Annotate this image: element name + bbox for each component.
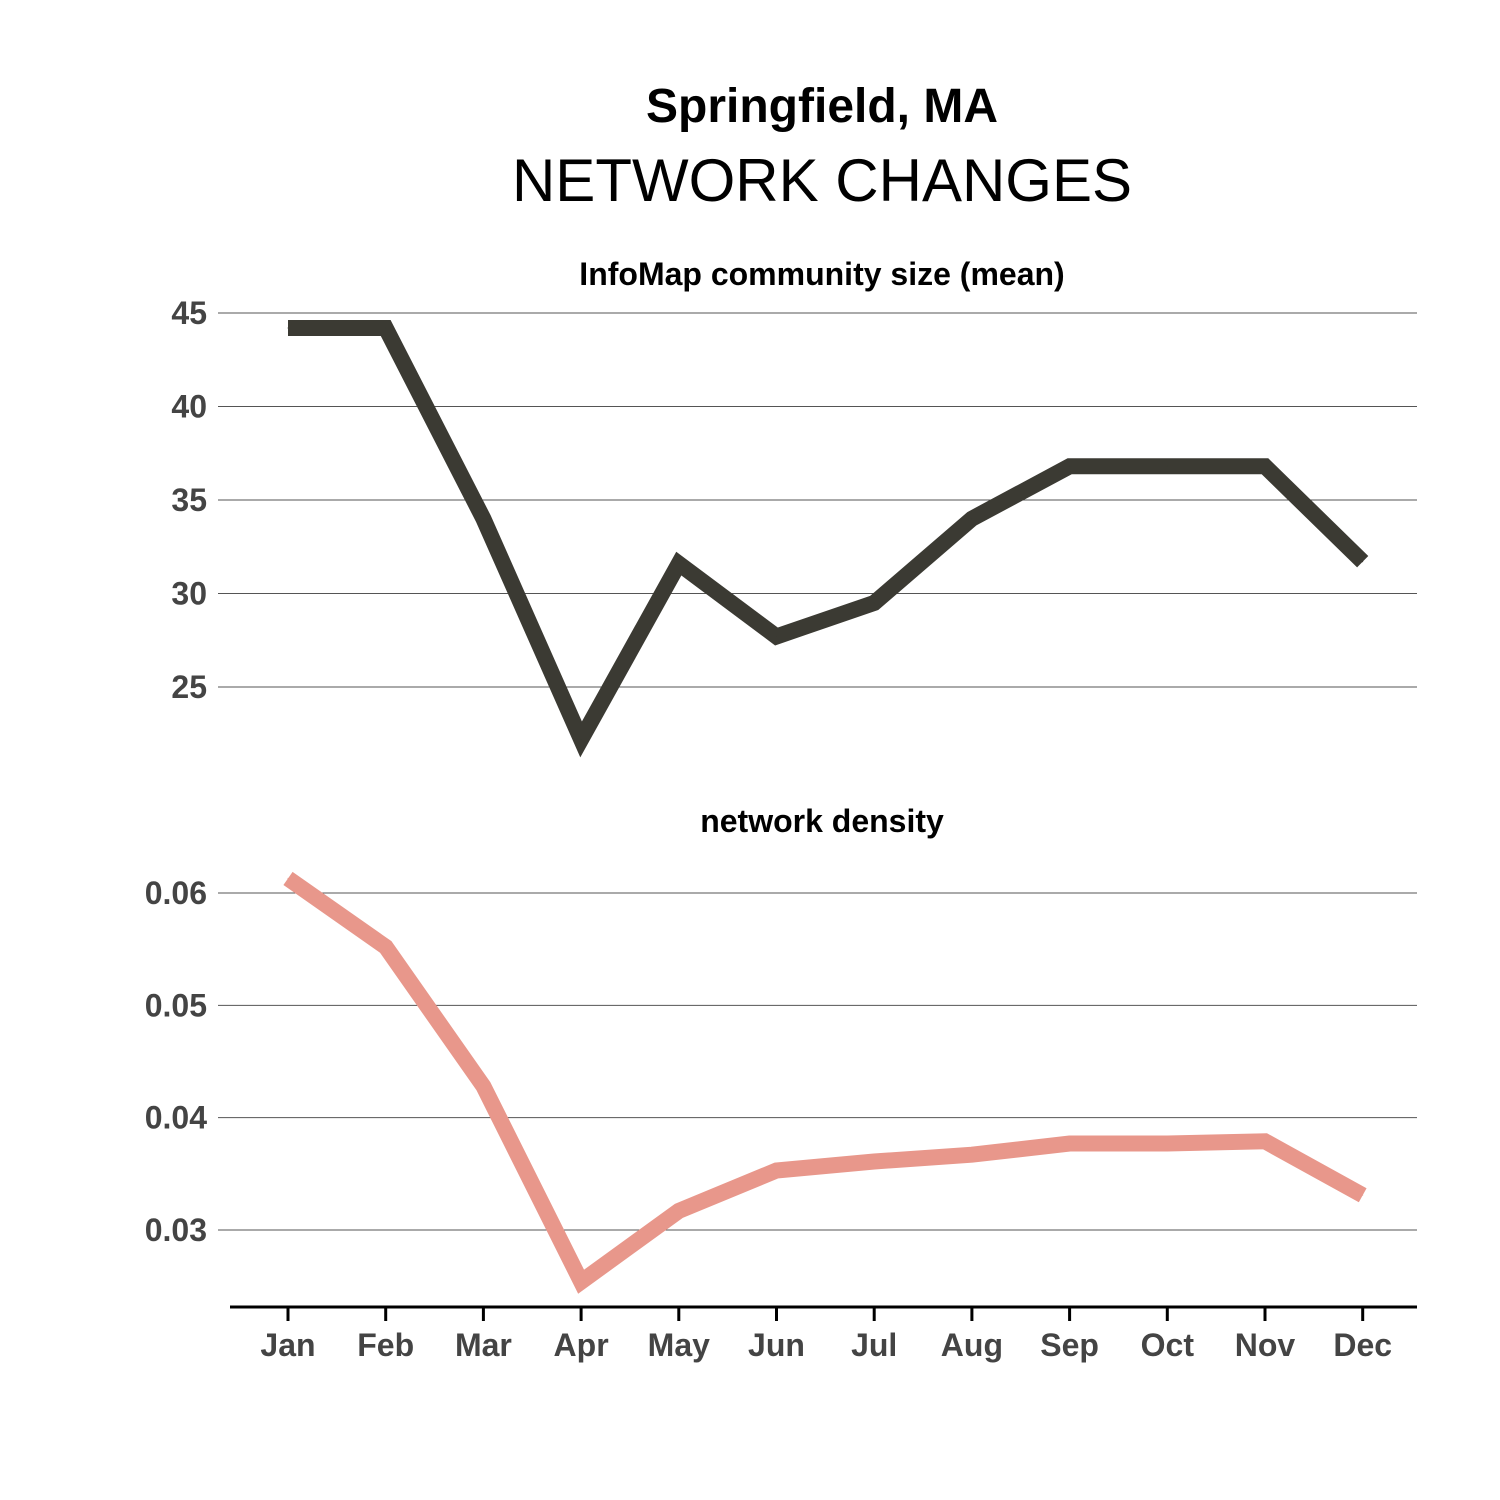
chart-subtitle: NETWORK CHANGES [512,147,1132,214]
community-size-y-tick-label: 25 [171,669,207,705]
network-density-data-point [1362,1194,1364,1196]
community-size-y-tick-label: 30 [171,576,207,612]
chart-title: Springfield, MA [646,80,998,133]
x-tick-label: Nov [1235,1327,1296,1363]
x-tick-label: Jul [851,1327,897,1363]
x-tick-label: May [648,1327,710,1363]
community-size-data-point [1264,465,1266,467]
community-size-series-line [288,320,1369,758]
x-tick-label: Mar [455,1327,512,1363]
community-size-y-tick-label: 45 [171,295,207,331]
community-size-data-point [1166,465,1168,467]
community-size-panel: InfoMap community size (mean) 25 30 35 40 45 [171,256,1417,758]
x-axis: Jan Feb Mar Apr May Jun Jul Aug Sep Oct Nov Dec [230,1305,1417,1363]
community-size-data-point [385,327,387,329]
network-density-y-tick-label: 0.04 [145,1100,207,1136]
x-tick-label: Dec [1333,1327,1392,1363]
network-density-data-point [287,877,289,879]
community-size-data-point [776,636,777,638]
network-density-series-line [283,871,1367,1294]
x-tick-label: Feb [357,1327,414,1363]
network-density-data-point [580,1281,582,1283]
network-density-data-point [482,1085,484,1087]
x-tick-label: Jan [260,1327,315,1363]
network-density-data-point [1166,1143,1168,1145]
network-density-panel: network density 0.03 0.04 0.05 0.06 [145,803,1417,1294]
community-size-data-point [678,563,680,565]
network-density-data-point [1264,1140,1266,1142]
x-tick-label: Oct [1141,1327,1195,1363]
x-tick-label: Apr [554,1327,609,1363]
community-size-data-point [971,518,973,520]
network-density-y-tick-label: 0.05 [145,987,207,1023]
network-density-y-tick-label: 0.06 [145,875,207,911]
community-size-data-point [287,327,289,329]
network-density-panel-title: network density [700,803,944,839]
x-tick-label: Jun [748,1327,805,1363]
community-size-panel-title: InfoMap community size (mean) [579,256,1064,292]
network-density-y-tick-label: 0.03 [145,1212,207,1248]
community-size-data-point [482,518,484,520]
community-size-data-point [580,738,582,740]
network-density-data-point [1069,1143,1071,1145]
community-size-y-tick-label: 40 [171,389,207,425]
community-size-data-point [1069,465,1071,467]
community-size-data-point [873,602,875,604]
x-tick-label: Aug [941,1327,1003,1363]
network-density-data-point [971,1154,973,1156]
network-density-data-point [385,946,387,948]
network-density-data-point [873,1160,875,1162]
community-size-y-tick-label: 35 [171,482,207,518]
community-size-data-point [1362,561,1364,563]
network-density-data-point [678,1210,680,1212]
x-tick-label: Sep [1040,1327,1099,1363]
network-density-data-point [776,1169,777,1171]
